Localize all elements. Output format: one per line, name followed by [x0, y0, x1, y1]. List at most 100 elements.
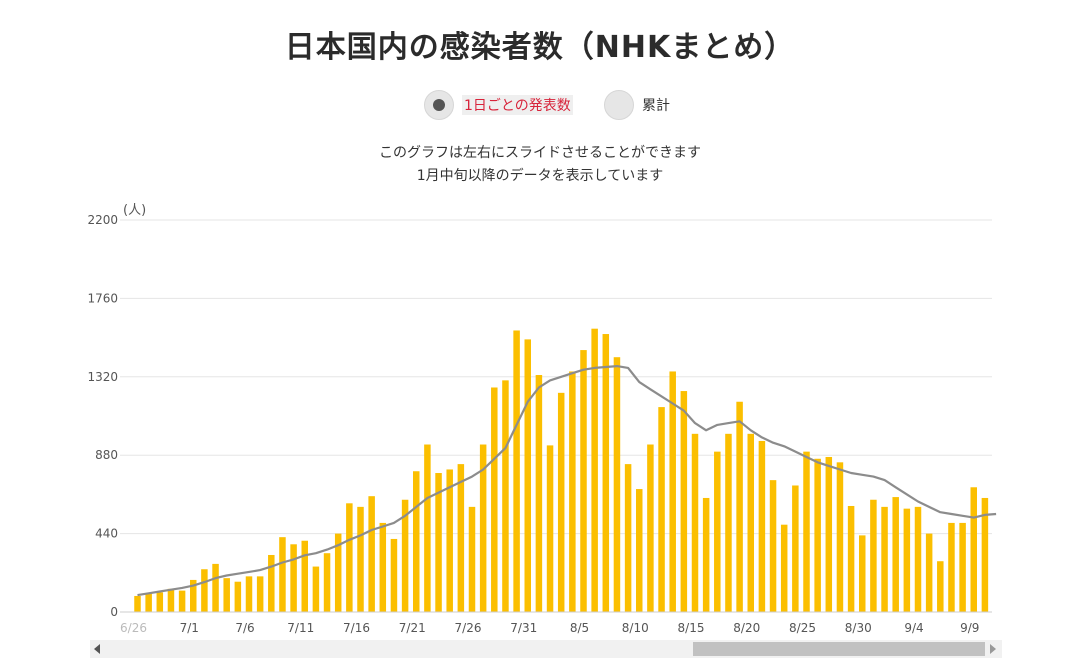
daily-bar[interactable] — [602, 334, 610, 612]
daily-bar[interactable] — [357, 506, 364, 612]
daily-bar[interactable] — [647, 444, 654, 612]
daily-bar[interactable] — [881, 506, 888, 612]
daily-bar[interactable] — [636, 489, 643, 612]
daily-bar[interactable] — [346, 503, 353, 612]
daily-bar[interactable] — [758, 440, 766, 612]
y-tick-label: 440 — [95, 527, 118, 541]
daily-bar[interactable] — [513, 330, 520, 612]
daily-bar[interactable] — [301, 540, 309, 612]
daily-bar[interactable] — [268, 554, 275, 612]
daily-bar[interactable] — [457, 464, 465, 612]
daily-bar[interactable] — [769, 480, 777, 612]
daily-bar[interactable] — [279, 537, 286, 612]
infections-chart[interactable]: 0 440 880 1320 1760 2200 (人) 6/26 7/1 7/6 7/11 7/16… — [0, 200, 1080, 640]
chart-scrollbar[interactable] — [90, 640, 1002, 658]
daily-bar[interactable] — [747, 433, 755, 612]
daily-bar[interactable] — [937, 561, 944, 612]
daily-bar[interactable] — [959, 522, 966, 612]
daily-bar[interactable] — [680, 391, 688, 612]
daily-bar[interactable] — [903, 508, 911, 612]
daily-bar[interactable] — [446, 469, 453, 612]
daily-bar[interactable] — [401, 499, 409, 612]
daily-radio[interactable] — [424, 90, 454, 120]
x-tick-label: 9/9 — [960, 621, 979, 635]
daily-bar[interactable] — [836, 462, 844, 612]
daily-bar[interactable] — [256, 576, 264, 612]
daily-bar[interactable] — [368, 496, 375, 612]
daily-radio-label[interactable]: 1日ごとの発表数 — [462, 95, 573, 115]
daily-bar[interactable] — [847, 505, 855, 612]
x-tick-label: 8/25 — [789, 621, 816, 635]
cumulative-radio[interactable] — [604, 90, 634, 120]
daily-bar[interactable] — [134, 595, 141, 612]
daily-bar[interactable] — [925, 533, 933, 612]
daily-bar[interactable] — [223, 578, 230, 612]
x-tick-label: 7/11 — [287, 621, 314, 635]
daily-bar[interactable] — [803, 451, 810, 612]
x-tick-label: 8/5 — [570, 621, 589, 635]
daily-bar[interactable] — [691, 433, 699, 612]
x-tick-label: 7/6 — [235, 621, 254, 635]
daily-bar[interactable] — [212, 563, 219, 612]
daily-bar[interactable] — [591, 328, 598, 612]
daily-bar[interactable] — [725, 433, 732, 612]
daily-bar[interactable] — [970, 487, 978, 612]
daily-bar[interactable] — [424, 444, 431, 612]
daily-bar[interactable] — [145, 593, 152, 612]
daily-bar[interactable] — [390, 538, 398, 612]
daily-bar[interactable] — [167, 588, 175, 612]
y-tick-label: 2200 — [87, 213, 118, 227]
daily-bar[interactable] — [624, 464, 632, 612]
daily-bar[interactable] — [702, 497, 710, 612]
daily-bar[interactable] — [379, 522, 387, 612]
daily-bar[interactable] — [914, 506, 922, 612]
scroll-right-arrow-icon[interactable] — [990, 644, 996, 654]
daily-bar[interactable] — [892, 497, 899, 612]
daily-bar[interactable] — [870, 499, 877, 612]
daily-bar[interactable] — [825, 456, 833, 612]
daily-bar[interactable] — [491, 387, 498, 612]
daily-bar[interactable] — [569, 371, 576, 612]
daily-bar[interactable] — [814, 458, 821, 612]
daily-bar[interactable] — [669, 371, 676, 612]
page-title: 日本国内の感染者数（NHKまとめ） — [284, 30, 796, 65]
cumulative-radio-label[interactable]: 累計 — [642, 98, 670, 114]
x-tick-label: 8/20 — [733, 621, 760, 635]
x-tick-label: 8/15 — [678, 621, 705, 635]
x-tick-label: 8/30 — [845, 621, 872, 635]
daily-bar[interactable] — [245, 576, 253, 612]
daily-bar[interactable] — [468, 506, 476, 612]
daily-bar[interactable] — [290, 544, 297, 612]
daily-bar[interactable] — [546, 445, 554, 612]
daily-bar[interactable] — [234, 581, 242, 612]
daily-bar[interactable] — [413, 471, 420, 612]
daily-bar[interactable] — [435, 473, 442, 612]
daily-bar[interactable] — [714, 451, 721, 612]
daily-bar[interactable] — [981, 497, 989, 612]
x-tick-label: 7/31 — [510, 621, 537, 635]
daily-bar[interactable] — [156, 592, 164, 612]
daily-bar[interactable] — [613, 357, 621, 612]
scroll-left-arrow-icon[interactable] — [94, 644, 100, 654]
daily-bar[interactable] — [658, 407, 665, 612]
daily-bar[interactable] — [479, 444, 487, 612]
daily-bar[interactable] — [201, 569, 208, 612]
daily-bar[interactable] — [792, 485, 799, 612]
daily-bar[interactable] — [580, 350, 587, 612]
x-tick-label: 7/16 — [343, 621, 370, 635]
daily-bar[interactable] — [948, 522, 955, 612]
x-tick-label: 7/21 — [399, 621, 426, 635]
daily-bar[interactable] — [190, 579, 197, 612]
daily-bar[interactable] — [323, 553, 331, 612]
daily-bar[interactable] — [312, 566, 320, 612]
daily-bar[interactable] — [859, 535, 866, 612]
daily-bar[interactable] — [334, 533, 342, 612]
daily-bar[interactable] — [557, 392, 565, 612]
daily-bar[interactable] — [524, 339, 532, 612]
daily-bar[interactable] — [502, 380, 509, 612]
daily-bar[interactable] — [736, 401, 743, 612]
daily-bar[interactable] — [178, 590, 186, 612]
daily-bar[interactable] — [535, 375, 543, 612]
scroll-thumb[interactable] — [693, 642, 985, 656]
daily-bar[interactable] — [780, 524, 788, 612]
